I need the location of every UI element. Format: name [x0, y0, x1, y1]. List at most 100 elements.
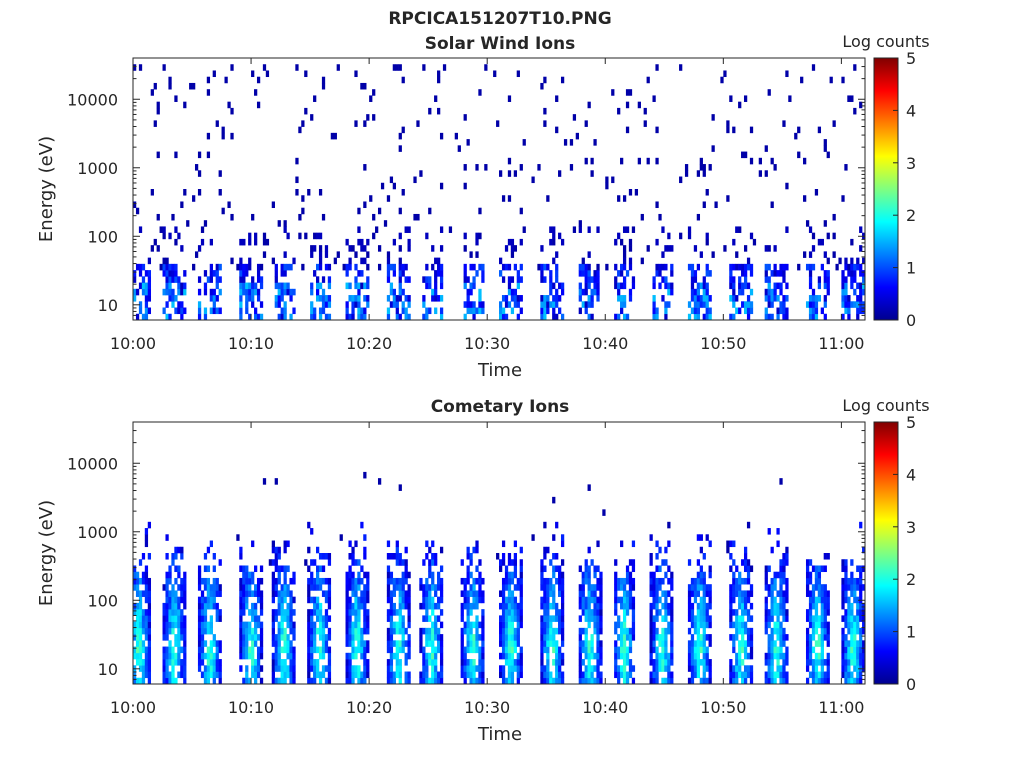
spectrogram-cell	[183, 640, 187, 647]
spectrogram-cell	[614, 671, 618, 679]
colorbar-tick-label: 2	[906, 206, 916, 225]
spectrogram-cell	[271, 640, 275, 647]
spectrogram-cell	[395, 540, 399, 548]
spectrogram-cell	[859, 226, 863, 233]
spectrogram-cell	[543, 615, 547, 622]
spectrogram-cell	[162, 634, 166, 641]
spectrogram-cell	[814, 652, 819, 660]
spectrogram-cell	[540, 596, 544, 604]
spectrogram-cell	[560, 590, 565, 597]
spectrogram-cell	[366, 646, 370, 654]
spectrogram-cell	[507, 659, 512, 666]
spectrogram-cell	[174, 659, 178, 666]
spectrogram-cell	[292, 609, 296, 616]
spectrogram-cell	[655, 540, 659, 548]
spectrogram-cell	[280, 621, 284, 629]
spectrogram-cell	[168, 590, 172, 597]
spectrogram-cell	[664, 282, 668, 290]
spectrogram-cell	[357, 282, 361, 290]
spectrogram-cell	[546, 659, 550, 666]
spectrogram-cell	[174, 677, 178, 685]
spectrogram-cell	[596, 652, 600, 660]
spectrogram-cell	[811, 313, 816, 321]
spectrogram-cell	[741, 659, 745, 666]
spectrogram-cell	[738, 646, 742, 654]
spectrogram-cell	[248, 646, 252, 654]
spectrogram-cell	[230, 64, 234, 71]
spectrogram-cell	[289, 288, 293, 296]
spectrogram-cell	[138, 646, 143, 654]
spectrogram-cell	[507, 584, 512, 591]
spectrogram-cell	[348, 295, 352, 302]
spectrogram-cell	[259, 652, 264, 660]
spectrogram-cell	[242, 627, 246, 635]
spectrogram-cell	[398, 232, 402, 240]
spectrogram-cell	[177, 288, 181, 296]
spectrogram-cell	[782, 615, 786, 622]
spectrogram-cell	[280, 295, 284, 302]
spectrogram-cell	[206, 590, 211, 597]
spectrogram-cell	[735, 671, 739, 679]
spectrogram-cell	[563, 139, 568, 146]
spectrogram-cell	[171, 677, 175, 685]
spectrogram-cell	[729, 95, 733, 102]
spectrogram-cell	[507, 276, 512, 283]
spectrogram-cell	[215, 276, 219, 283]
spectrogram-cell	[168, 76, 172, 84]
spectrogram-cell	[655, 609, 659, 616]
spectrogram-cell	[501, 640, 506, 647]
spectrogram-cell	[345, 313, 349, 321]
spectrogram-cell	[820, 307, 824, 315]
spectrogram-cell	[168, 646, 172, 654]
spectrogram-cell	[764, 609, 768, 616]
spectrogram-cell	[499, 270, 503, 277]
spectrogram-cell	[729, 615, 733, 622]
spectrogram-cell	[699, 577, 703, 585]
spectrogram-cell	[652, 95, 656, 102]
spectrogram-cell	[206, 76, 211, 84]
spectrogram-cell	[348, 671, 352, 679]
spectrogram-cell	[395, 577, 399, 585]
spectrogram-cell	[463, 270, 467, 277]
spectrogram-cell	[434, 659, 438, 666]
spectrogram-cell	[617, 665, 621, 672]
spectrogram-cell	[540, 565, 544, 573]
spectrogram-cell	[439, 263, 444, 271]
spectrogram-cell	[510, 288, 515, 296]
spectrogram-cell	[218, 189, 222, 196]
spectrogram-cell	[197, 602, 202, 610]
spectrogram-cell	[177, 276, 181, 283]
spectrogram-cell	[372, 114, 376, 121]
spectrogram-cell	[652, 640, 656, 647]
spectrogram-cell	[702, 276, 706, 283]
spectrogram-cell	[741, 577, 745, 585]
spectrogram-cell	[658, 609, 662, 616]
spectrogram-cell	[749, 615, 754, 622]
spectrogram-cell	[499, 313, 503, 321]
spectrogram-cell	[782, 659, 786, 666]
spectrogram-cell	[292, 596, 296, 604]
spectrogram-cell	[785, 313, 789, 321]
spectrogram-cell	[254, 584, 258, 591]
spectrogram-cell	[463, 164, 467, 171]
spectrogram-cell	[501, 615, 506, 622]
spectrogram-cell	[859, 634, 863, 641]
spectrogram-cell	[251, 659, 255, 666]
spectrogram-cell	[401, 307, 405, 315]
spectrogram-cell	[581, 577, 585, 585]
spectrogram-cell	[348, 609, 352, 616]
spectrogram-cell	[593, 282, 597, 290]
spectrogram-cell	[847, 301, 851, 308]
spectrogram-cell	[398, 64, 402, 71]
spectrogram-cell	[274, 295, 278, 302]
spectrogram-cell	[162, 621, 166, 629]
spectrogram-cell	[702, 164, 706, 171]
spectrogram-cell	[820, 659, 824, 666]
spectrogram-cell	[168, 276, 172, 283]
spectrogram-cell	[599, 615, 603, 622]
spectrogram-cell	[620, 157, 624, 165]
spectrogram-cell	[622, 313, 627, 321]
spectrogram-cell	[138, 226, 143, 233]
spectrogram-cell	[274, 263, 278, 271]
spectrogram-cell	[469, 553, 473, 560]
